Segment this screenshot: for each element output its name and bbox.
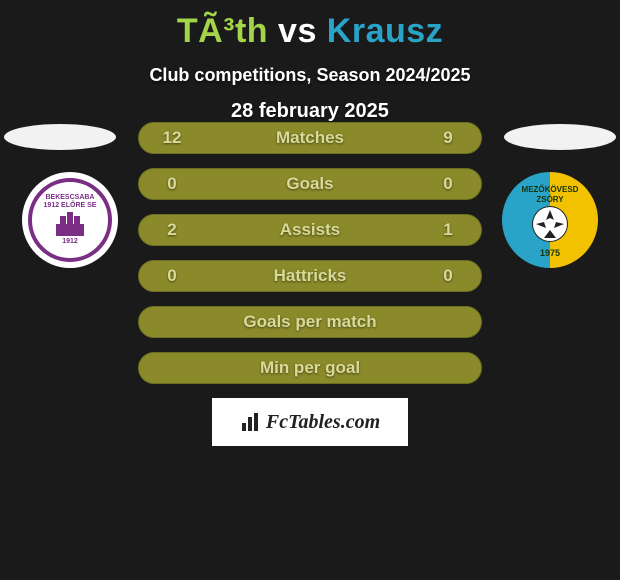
- title-left: TÃ³th: [177, 12, 268, 50]
- stat-label: Hattricks: [187, 266, 433, 286]
- player-photo-placeholder-right: [504, 124, 616, 150]
- stat-left-value: 0: [157, 266, 187, 286]
- stats-container: 12Matches90Goals02Assists10Hattricks0Goa…: [138, 122, 482, 446]
- badge-left-text-top: BEKESCSABA: [45, 194, 94, 202]
- stat-right-value: 0: [433, 174, 463, 194]
- svg-text:ZSÓRY: ZSÓRY: [536, 195, 564, 204]
- stat-row-min-per-goal: Min per goal: [138, 352, 482, 384]
- fctables-label: FcTables.com: [266, 411, 380, 434]
- date-label: 28 february 2025: [0, 100, 620, 123]
- stat-left-value: 0: [157, 174, 187, 194]
- player-photo-placeholder-left: [4, 124, 116, 150]
- stat-right-value: 9: [433, 128, 463, 148]
- club-badge-right: MEZŐKÖVESD ZSÓRY 1975: [502, 172, 598, 268]
- fctables-logo: FcTables.com: [212, 398, 408, 446]
- stat-left-value: 2: [157, 220, 187, 240]
- stat-row-hattricks: 0Hattricks0: [138, 260, 482, 292]
- svg-text:1975: 1975: [540, 248, 560, 258]
- club-badge-left: BEKESCSABA 1912 ELŐRE SE 1912: [22, 172, 118, 268]
- stat-label: Matches: [187, 128, 433, 148]
- badge-left-year: 1912: [62, 238, 78, 246]
- title-vs: vs: [278, 12, 327, 50]
- badge-left-text-mid: 1912 ELŐRE SE: [44, 202, 97, 210]
- stat-label: Min per goal: [187, 358, 433, 378]
- stat-row-goals: 0Goals0: [138, 168, 482, 200]
- stat-left-value: 12: [157, 128, 187, 148]
- stat-right-value: 1: [433, 220, 463, 240]
- club-badge-left-inner: BEKESCSABA 1912 ELŐRE SE 1912: [28, 178, 112, 262]
- page-title: TÃ³th vs Krausz: [0, 0, 620, 51]
- svg-text:MEZŐKÖVESD: MEZŐKÖVESD: [522, 185, 579, 194]
- bar-chart-icon: [240, 411, 262, 433]
- title-right: Krausz: [327, 12, 443, 50]
- stat-row-goals-per-match: Goals per match: [138, 306, 482, 338]
- stat-row-matches: 12Matches9: [138, 122, 482, 154]
- stat-row-assists: 2Assists1: [138, 214, 482, 246]
- stat-label: Goals per match: [187, 312, 433, 332]
- castle-icon: [50, 210, 90, 238]
- stat-right-value: 0: [433, 266, 463, 286]
- stat-label: Assists: [187, 220, 433, 240]
- club-badge-right-svg: MEZŐKÖVESD ZSÓRY 1975: [502, 172, 598, 268]
- stat-label: Goals: [187, 174, 433, 194]
- subtitle: Club competitions, Season 2024/2025: [0, 65, 620, 86]
